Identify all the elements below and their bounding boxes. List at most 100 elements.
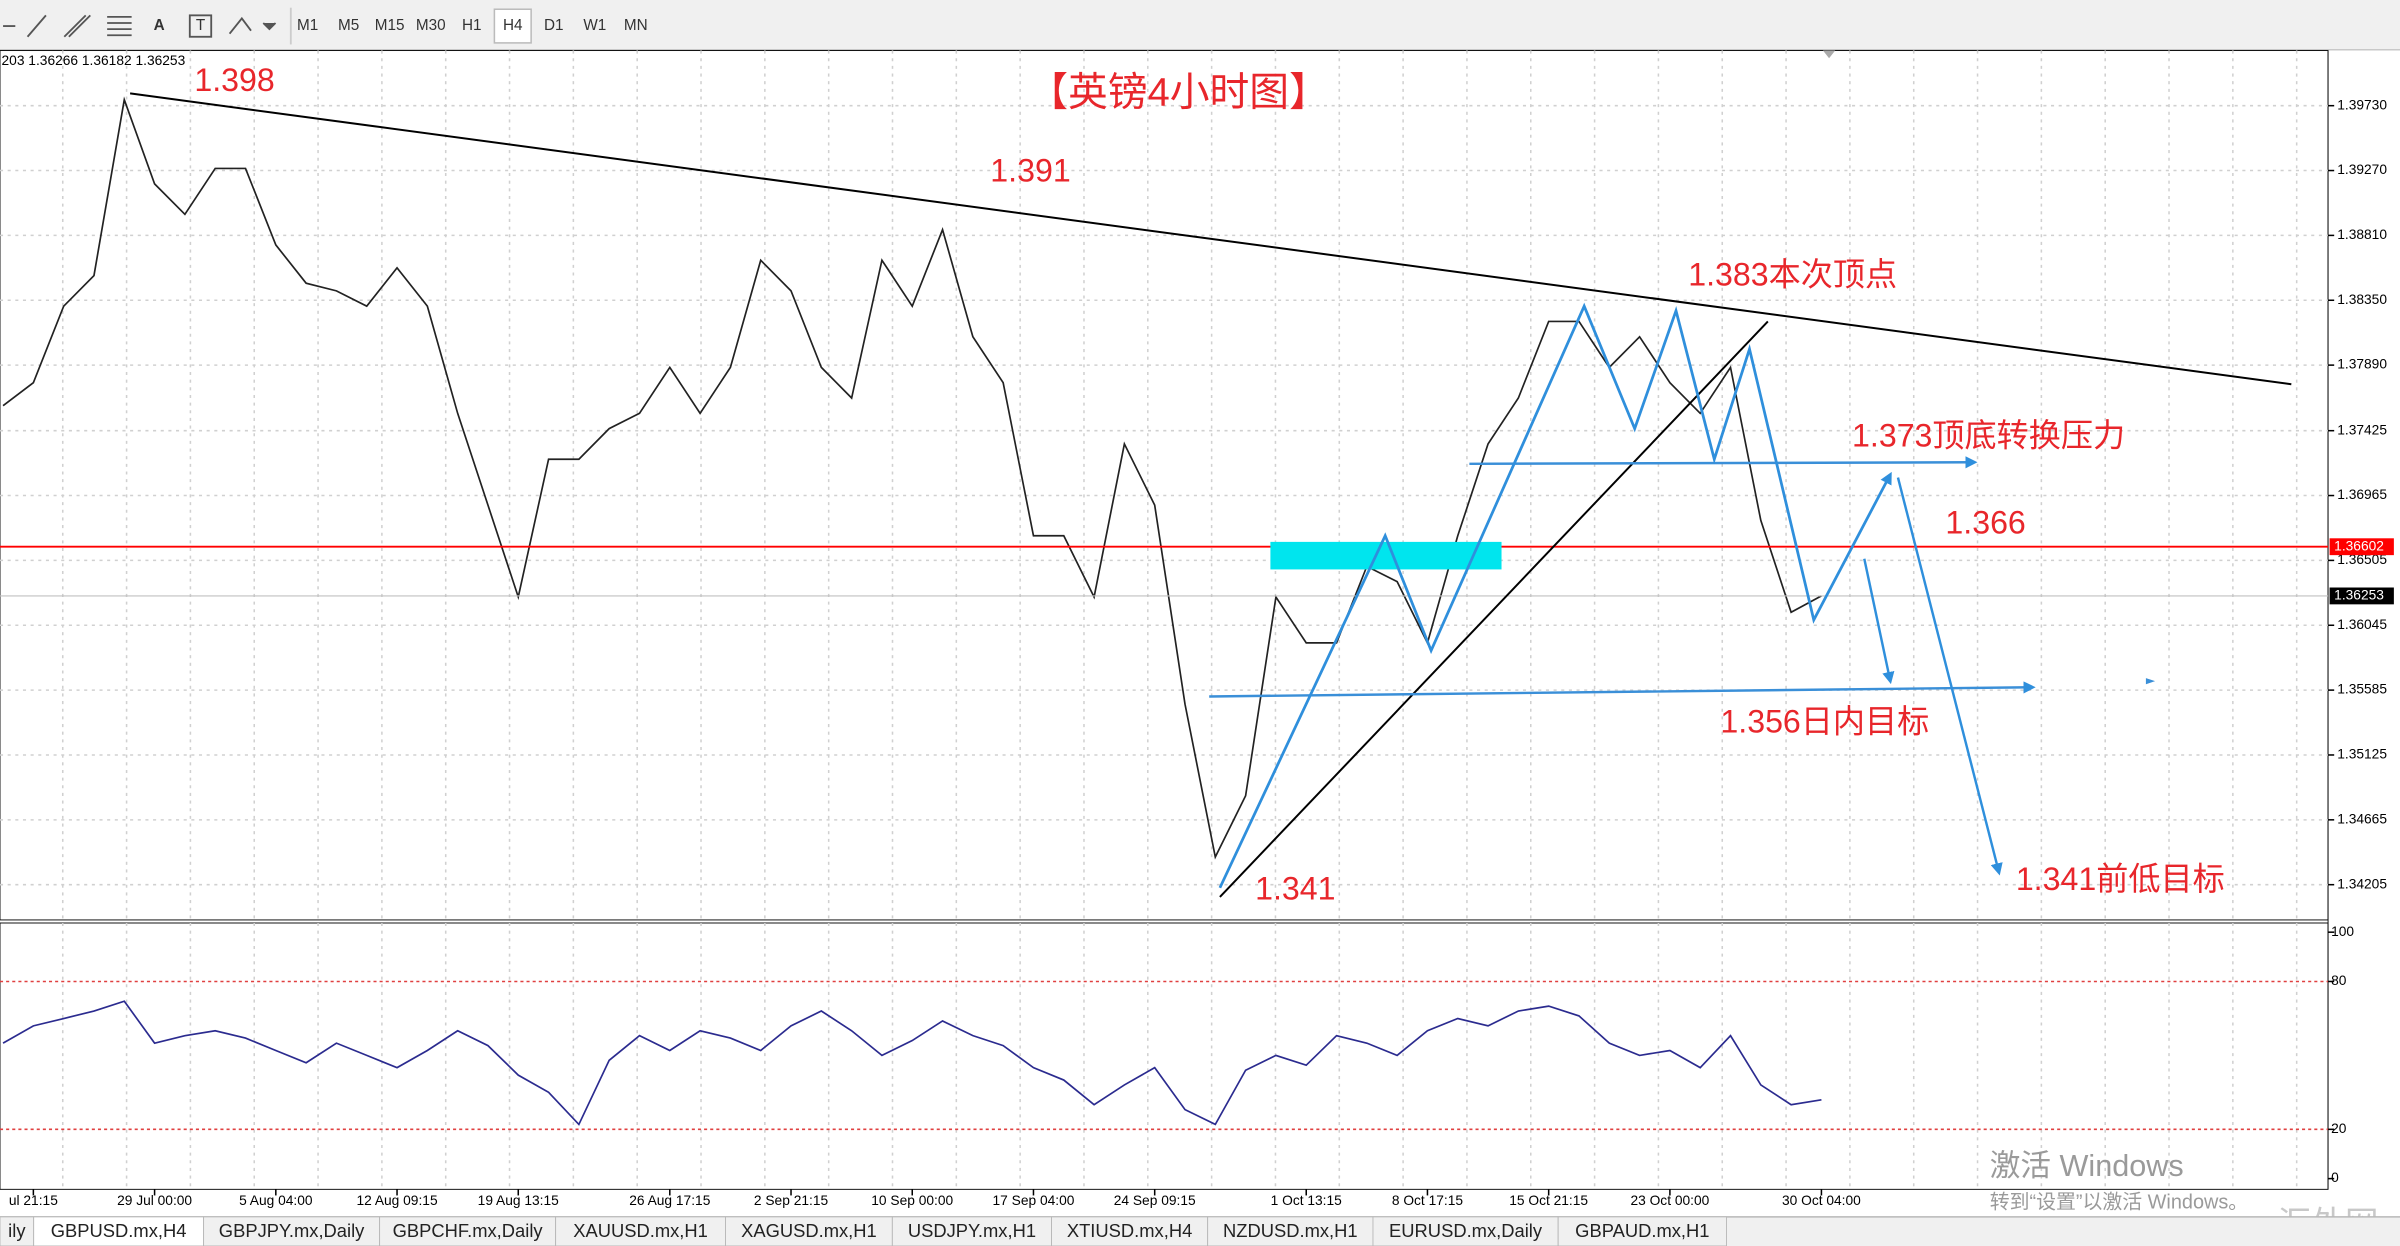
- annotations: 【英镑4小时图】 1.398 1.391 1.383本次顶点 1.373顶底转换压力 1.…: [194, 62, 2224, 906]
- ohlc-header: 203 1.36266 1.36182 1.36253: [2, 53, 186, 68]
- annotation: 1.341: [1255, 870, 1335, 906]
- annotation: 1.398: [194, 62, 274, 98]
- y-tick-label: 100: [2331, 924, 2354, 939]
- shift-marker: [1822, 50, 1836, 59]
- y-tick-label: 1.36965: [2337, 487, 2387, 502]
- watermark-title: 激活 Windows: [1990, 1149, 2184, 1183]
- resistance-level: [1469, 456, 1978, 469]
- zone-box: [1270, 541, 1502, 570]
- timeframe-button[interactable]: MN: [624, 17, 648, 34]
- tab-label[interactable]: ily: [8, 1220, 26, 1241]
- tab[interactable]: [725, 1216, 893, 1246]
- tab-label[interactable]: NZDUSD.mx,H1: [1223, 1220, 1358, 1241]
- annotation: 【英镑4小时图】: [1028, 70, 1329, 114]
- watermark-subtitle: 转到“设置”以激活 Windows。: [1990, 1191, 2248, 1213]
- timeframe-button[interactable]: H4: [503, 17, 523, 34]
- y-tick-label: 80: [2331, 973, 2347, 988]
- x-tick-label: 24 Sep 09:15: [1114, 1193, 1196, 1208]
- annotation: 1.341前低目标: [2016, 861, 2225, 897]
- tab-label[interactable]: XAUUSD.mx,H1: [573, 1220, 708, 1241]
- tab-label[interactable]: XTIUSD.mx,H4: [1067, 1220, 1192, 1241]
- timeframe-button[interactable]: M5: [338, 17, 359, 34]
- drawings: [129, 92, 2292, 898]
- x-tick-label: 19 Aug 13:15: [478, 1193, 559, 1208]
- tab-label[interactable]: XAGUSD.mx,H1: [741, 1220, 877, 1241]
- tabs: ily GBPUSD.mx,H4 GBPJPY.mx,Daily GBPCHF.mx,…: [0, 1216, 1727, 1246]
- annotation: 1.373顶底转换压力: [1852, 417, 2125, 453]
- tab[interactable]: [555, 1216, 726, 1246]
- main-chart: 1.39730 1.39270 1.38810 1.38350 1.37890 1.374…: [0, 53, 2394, 891]
- target-level: [1209, 681, 2036, 698]
- main-plot: [0, 50, 2329, 921]
- y-tick-label: 1.39730: [2337, 97, 2387, 112]
- active-tab[interactable]: [33, 1216, 205, 1246]
- x-tick-label: 17 Sep 04:00: [993, 1193, 1075, 1208]
- tab-label[interactable]: GBPUSD.mx,H4: [51, 1220, 187, 1241]
- tab-label[interactable]: USDJPY.mx,H1: [908, 1220, 1036, 1241]
- tab[interactable]: [1557, 1216, 1727, 1246]
- annotation: 1.383本次顶点: [1688, 257, 1897, 293]
- active-timeframe: [493, 8, 532, 44]
- annotation: 1.356日内目标: [1720, 704, 1929, 740]
- y-tick-label: 1.38350: [2337, 292, 2387, 307]
- timeframe-button[interactable]: M1: [297, 17, 318, 34]
- x-tick-label: 23 Oct 00:00: [1630, 1193, 1709, 1208]
- price-line: [2, 96, 1822, 860]
- resistance-trendline: [129, 92, 2292, 386]
- y-tick-label: 1.34665: [2337, 811, 2387, 826]
- text-tool[interactable]: A: [154, 17, 165, 34]
- x-tick-label: 1 Oct 13:15: [1271, 1193, 1343, 1208]
- x-tick-label: 5 Aug 04:00: [239, 1193, 313, 1208]
- annotation: 1.366: [1945, 505, 2025, 541]
- timeframes: M1 M5 M15 M30 H1 H4 D1 W1 MN: [297, 8, 648, 44]
- y-tick-label: 1.36045: [2337, 617, 2387, 632]
- tab-label[interactable]: EURUSD.mx,Daily: [1389, 1220, 1543, 1241]
- x-tick-label: 2 Sep 21:15: [754, 1193, 829, 1208]
- x-tick-label: 15 Oct 21:15: [1509, 1193, 1588, 1208]
- toolbar-icons: [3, 7, 292, 45]
- rsi-plot: [0, 922, 2329, 1190]
- y-tick-label: 0: [2331, 1170, 2339, 1185]
- target-arrow: [1863, 558, 1895, 685]
- x-tick-label: 26 Aug 17:15: [629, 1193, 710, 1208]
- y-tick-label: 1.37890: [2337, 357, 2387, 372]
- timeframe-button[interactable]: H1: [462, 17, 482, 34]
- small-arrow: [2145, 678, 2156, 685]
- y-tick-label: 1.35585: [2337, 682, 2387, 697]
- price-line: [2, 1000, 1822, 1126]
- annotation: 1.391: [990, 152, 1070, 188]
- x-tick-label: 10 Sep 00:00: [871, 1193, 953, 1208]
- rsi-chart: 0 20 80 100: [0, 924, 2354, 1185]
- x-tick-label: 12 Aug 09:15: [356, 1193, 437, 1208]
- tab-label[interactable]: GBPAUD.mx,H1: [1575, 1220, 1709, 1241]
- y-tick-label: 1.36505: [2337, 552, 2387, 567]
- price-tag: [2329, 587, 2394, 605]
- toolbar: [0, 0, 2400, 51]
- y-tick-label: 1.34205: [2337, 876, 2387, 891]
- timeframe-button[interactable]: M15: [375, 17, 405, 34]
- toolbar-icon-text: T: [196, 17, 205, 34]
- support-trendline: [1219, 320, 1769, 898]
- y-tick-label: 1.39270: [2337, 162, 2387, 177]
- wave-path: [1218, 302, 1892, 889]
- timeframe-button[interactable]: M30: [416, 17, 446, 34]
- x-tick-label: 29 Jul 00:00: [117, 1193, 192, 1208]
- timeframe-button[interactable]: W1: [583, 17, 606, 34]
- y-tick-label: 1.38810: [2337, 227, 2387, 242]
- tab[interactable]: [1051, 1216, 1209, 1246]
- price-tag: [2329, 538, 2394, 556]
- x-tick-label: ul 21:15: [9, 1193, 58, 1208]
- price-tag-label: 1.36253: [2334, 588, 2384, 603]
- x-tick-label: 30 Oct 04:00: [1782, 1193, 1861, 1208]
- tab-label[interactable]: GBPCHF.mx,Daily: [393, 1220, 544, 1241]
- x-tick-label: 8 Oct 17:15: [1392, 1193, 1464, 1208]
- tab-label[interactable]: GBPJPY.mx,Daily: [219, 1220, 365, 1241]
- y-tick-label: 20: [2331, 1121, 2347, 1136]
- target-arrow: [1896, 477, 2003, 876]
- time-axis: ul 21:15 29 Jul 00:00 5 Aug 04:00 12 Aug 09…: [9, 1189, 1861, 1208]
- timeframe-button[interactable]: D1: [544, 17, 564, 34]
- y-tick-label: 1.37425: [2337, 422, 2387, 437]
